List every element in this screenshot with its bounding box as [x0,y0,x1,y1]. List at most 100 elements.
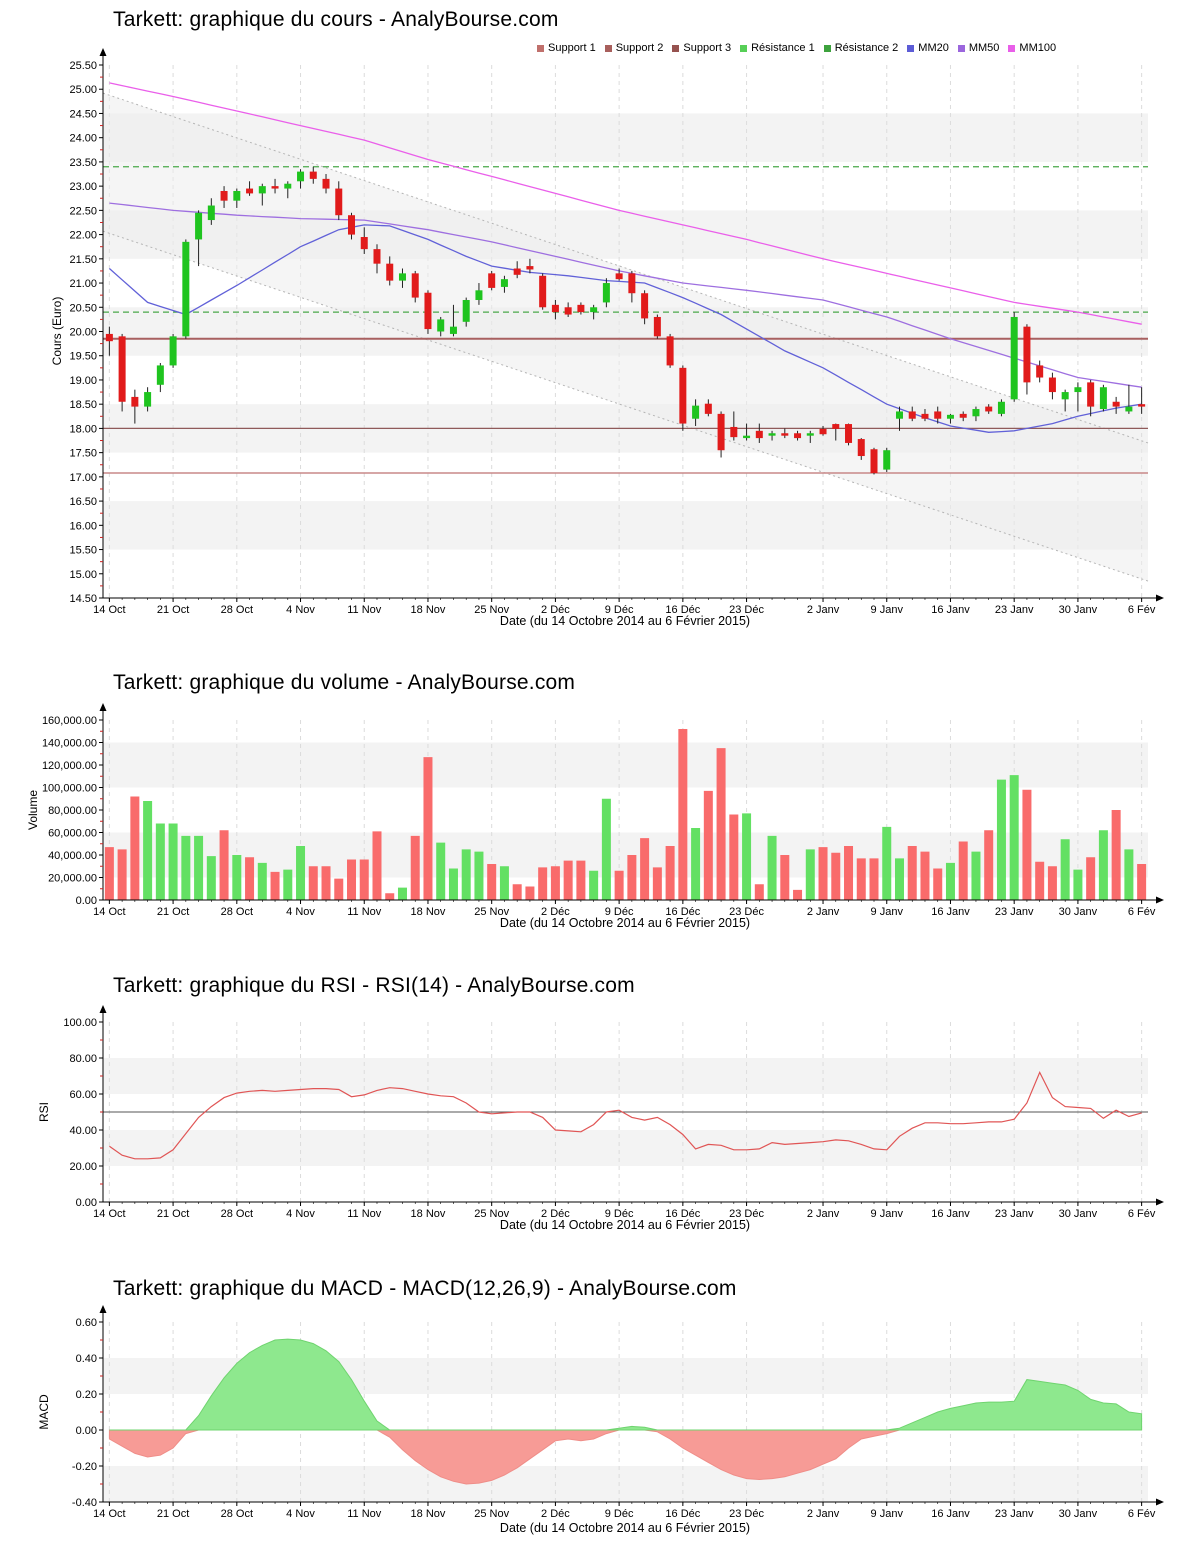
svg-text:2 Déc: 2 Déc [541,906,570,918]
legend-swatch [1008,44,1016,52]
legend-label: MM50 [968,42,1000,54]
svg-text:0.00: 0.00 [76,1425,97,1437]
svg-text:9 Janv: 9 Janv [871,604,904,616]
svg-text:30 Janv: 30 Janv [1059,604,1098,616]
legend-swatch [823,44,831,52]
price-chart-svg: 14.50 15.00 15.50 16.00 16.50 17.00 17.50 18.00… [69,48,1164,616]
svg-text:19.50: 19.50 [69,351,97,363]
svg-text:15.00: 15.00 [69,569,97,581]
svg-text:25.50: 25.50 [69,60,97,72]
svg-text:28 Oct: 28 Oct [221,604,253,616]
rsi-chart-title: Tarkett: graphique du RSI - RSI(14) - An… [113,974,635,997]
svg-text:21.00: 21.00 [69,278,97,290]
svg-text:2 Déc: 2 Déc [541,1508,570,1520]
legend-item: MM20 [907,42,949,54]
svg-text:28 Oct: 28 Oct [221,906,253,918]
svg-text:4 Nov: 4 Nov [286,1208,315,1220]
legend-item: Support 2 [604,42,664,54]
legend-swatch [537,44,544,52]
svg-text:18 Nov: 18 Nov [411,906,446,918]
svg-text:20.00: 20.00 [69,327,97,339]
svg-text:19.00: 19.00 [69,375,97,387]
svg-text:9 Déc: 9 Déc [605,1208,634,1220]
svg-text:23 Janv: 23 Janv [995,604,1034,616]
svg-text:18 Nov: 18 Nov [411,1208,446,1220]
svg-text:11 Nov: 11 Nov [347,906,382,918]
svg-text:18.50: 18.50 [69,399,97,411]
svg-text:18 Nov: 18 Nov [411,1508,446,1520]
price-chart-title: Tarkett: graphique du cours - AnalyBours… [113,8,559,31]
svg-text:22.50: 22.50 [69,205,97,217]
svg-text:16.00: 16.00 [69,520,97,532]
svg-text:24.00: 24.00 [69,133,97,145]
svg-text:9 Janv: 9 Janv [871,906,904,918]
svg-text:23 Déc: 23 Déc [729,1508,764,1520]
svg-text:21.50: 21.50 [69,254,97,266]
svg-text:14 Oct: 14 Oct [93,604,125,616]
svg-text:25 Nov: 25 Nov [474,906,509,918]
svg-text:9 Janv: 9 Janv [871,1208,904,1220]
legend-label: Support 1 [548,42,596,54]
rsi-x-axis-label: Date (du 14 Octobre 2014 au 6 Février 20… [499,1218,751,1232]
svg-text:23.50: 23.50 [69,157,97,169]
svg-text:14 Oct: 14 Oct [93,1508,125,1520]
macd-chart-title: Tarkett: graphique du MACD - MACD(12,26,… [113,1277,737,1300]
svg-text:23.00: 23.00 [69,181,97,193]
legend-swatch [604,44,612,52]
svg-text:6 Fév: 6 Fév [1128,906,1156,918]
svg-text:30 Janv: 30 Janv [1059,906,1098,918]
svg-text:25 Nov: 25 Nov [474,604,509,616]
legend-label: Support 3 [683,42,732,54]
legend-item: Résistance 1 [740,42,815,54]
svg-text:16 Déc: 16 Déc [665,906,700,918]
svg-text:16 Janv: 16 Janv [931,1508,970,1520]
macd-x-axis-label: Date (du 14 Octobre 2014 au 6 Février 20… [499,1521,751,1535]
svg-text:21 Oct: 21 Oct [157,1508,189,1520]
legend-label: Résistance 2 [834,42,899,54]
svg-text:9 Janv: 9 Janv [871,1508,904,1520]
svg-text:16 Janv: 16 Janv [931,604,970,616]
legend-swatch [957,44,965,52]
svg-text:6 Fév: 6 Fév [1128,1208,1156,1220]
legend-item: MM100 [1008,42,1056,54]
svg-text:0.60: 0.60 [76,1317,97,1329]
svg-text:24.50: 24.50 [69,108,97,120]
svg-text:2 Janv: 2 Janv [807,604,840,616]
svg-text:11 Nov: 11 Nov [347,1508,382,1520]
svg-text:22.00: 22.00 [69,230,97,242]
svg-text:11 Nov: 11 Nov [347,604,382,616]
svg-text:60,000.00: 60,000.00 [48,828,97,840]
svg-text:16 Déc: 16 Déc [665,604,700,616]
svg-text:23 Janv: 23 Janv [995,1208,1034,1220]
svg-text:21 Oct: 21 Oct [157,1208,189,1220]
volume-chart-title: Tarkett: graphique du volume - AnalyBour… [113,671,576,694]
svg-text:6 Fév: 6 Fév [1128,604,1156,616]
svg-text:-0.20: -0.20 [72,1461,97,1473]
legend-label: Résistance 1 [751,42,815,54]
svg-text:-0.40: -0.40 [72,1497,97,1509]
svg-text:23 Déc: 23 Déc [729,906,764,918]
svg-text:23 Déc: 23 Déc [729,604,764,616]
svg-text:2 Janv: 2 Janv [807,1508,840,1520]
legend-swatch [740,44,748,52]
legend-item: Résistance 2 [823,42,899,54]
svg-text:80.00: 80.00 [69,1053,97,1065]
svg-text:160,000.00: 160,000.00 [42,715,97,727]
svg-text:9 Déc: 9 Déc [605,1508,634,1520]
svg-text:2 Janv: 2 Janv [807,906,840,918]
volume-x-axis-label: Date (du 14 Octobre 2014 au 6 Février 20… [499,916,751,930]
legend-label: Support 2 [615,42,664,54]
svg-text:60.00: 60.00 [69,1089,97,1101]
svg-text:2 Déc: 2 Déc [541,1208,570,1220]
svg-text:28 Oct: 28 Oct [221,1208,253,1220]
svg-text:14 Oct: 14 Oct [93,1208,125,1220]
svg-text:25 Nov: 25 Nov [474,1208,509,1220]
svg-text:15.50: 15.50 [69,545,97,557]
svg-text:2 Janv: 2 Janv [807,1208,840,1220]
svg-text:20.00: 20.00 [69,1161,97,1173]
legend-item: Support 1 [537,42,596,54]
svg-text:20,000.00: 20,000.00 [48,873,97,885]
svg-text:16 Janv: 16 Janv [931,1208,970,1220]
svg-text:40,000.00: 40,000.00 [48,850,97,862]
